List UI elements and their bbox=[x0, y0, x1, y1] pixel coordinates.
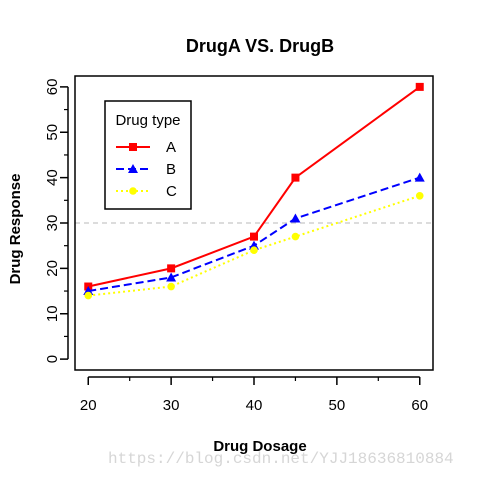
data-point-b-3 bbox=[290, 213, 301, 223]
x-tick-label-4: 60 bbox=[411, 397, 428, 414]
data-point-c-3 bbox=[291, 232, 300, 241]
y-tick-label-4: 40 bbox=[44, 169, 61, 186]
plot-frame bbox=[74, 75, 434, 371]
legend-title: Drug type bbox=[115, 112, 180, 129]
data-point-c-0 bbox=[84, 291, 93, 300]
x-tick-label-3: 50 bbox=[329, 397, 346, 414]
legend-label-c: C bbox=[166, 183, 177, 200]
x-axis-label: Drug Dosage bbox=[213, 438, 306, 455]
data-point-a-4 bbox=[415, 82, 424, 91]
y-tick-label-3: 30 bbox=[44, 215, 61, 232]
series-line-c bbox=[88, 194, 421, 297]
chart-title: DrugA VS. DrugB bbox=[186, 36, 334, 56]
data-point-a-3 bbox=[291, 173, 300, 182]
data-point-a-2 bbox=[250, 232, 258, 241]
legend-label-b: B bbox=[166, 161, 176, 178]
legend-label-a: A bbox=[166, 139, 176, 156]
x-tick-label-1: 30 bbox=[163, 397, 180, 414]
legend: Drug type ABC bbox=[104, 100, 192, 210]
watermark: https://blog.csdn.net/YJJ18636810884 bbox=[108, 450, 454, 468]
legend-marker-a bbox=[129, 143, 137, 151]
y-axis-label: Drug Response bbox=[7, 174, 24, 285]
data-point-c-4 bbox=[415, 191, 424, 200]
y-tick-label-5: 50 bbox=[44, 124, 61, 141]
legend-marker-c bbox=[129, 187, 137, 195]
data-point-b-4 bbox=[414, 172, 425, 182]
legend-marker-b bbox=[128, 164, 138, 173]
x-tick-label-0: 20 bbox=[80, 397, 97, 414]
y-tick-label-2: 20 bbox=[44, 260, 61, 277]
data-point-c-1 bbox=[167, 282, 175, 291]
y-tick-label-0: 0 bbox=[44, 355, 61, 363]
y-tick-label-1: 10 bbox=[44, 305, 61, 322]
x-tick-label-2: 40 bbox=[246, 397, 263, 414]
data-point-c-2 bbox=[250, 246, 258, 255]
data-point-b-1 bbox=[166, 272, 177, 282]
data-point-a-1 bbox=[167, 264, 176, 273]
y-tick-label-6: 60 bbox=[44, 79, 61, 96]
